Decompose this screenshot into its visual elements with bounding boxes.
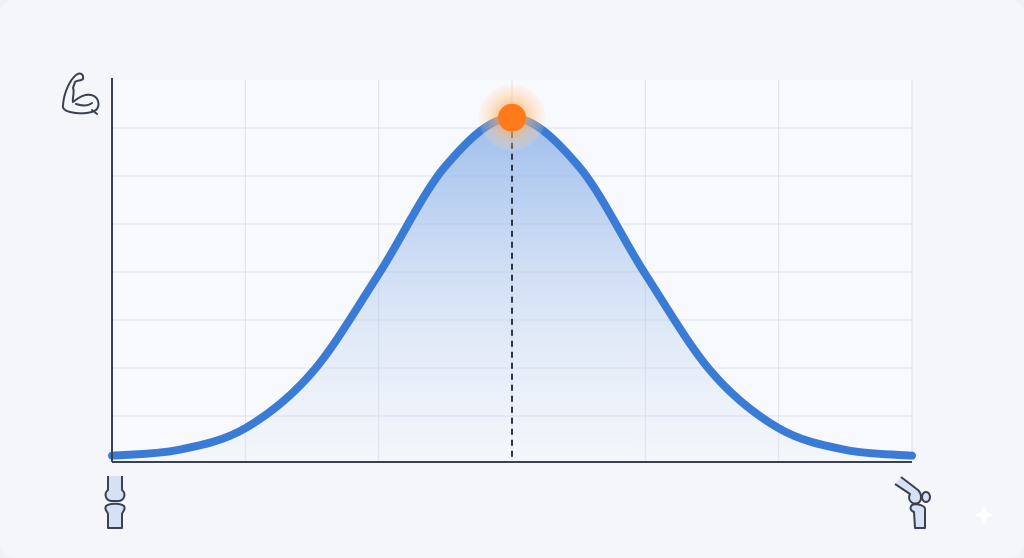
straight-knee-joint-icon <box>104 476 126 529</box>
flexed-bicep-icon <box>61 72 100 115</box>
bent-knee-joint-icon <box>894 476 931 529</box>
peak-marker <box>479 84 545 151</box>
peak-point <box>498 103 526 132</box>
sparkle-icon <box>974 505 994 525</box>
